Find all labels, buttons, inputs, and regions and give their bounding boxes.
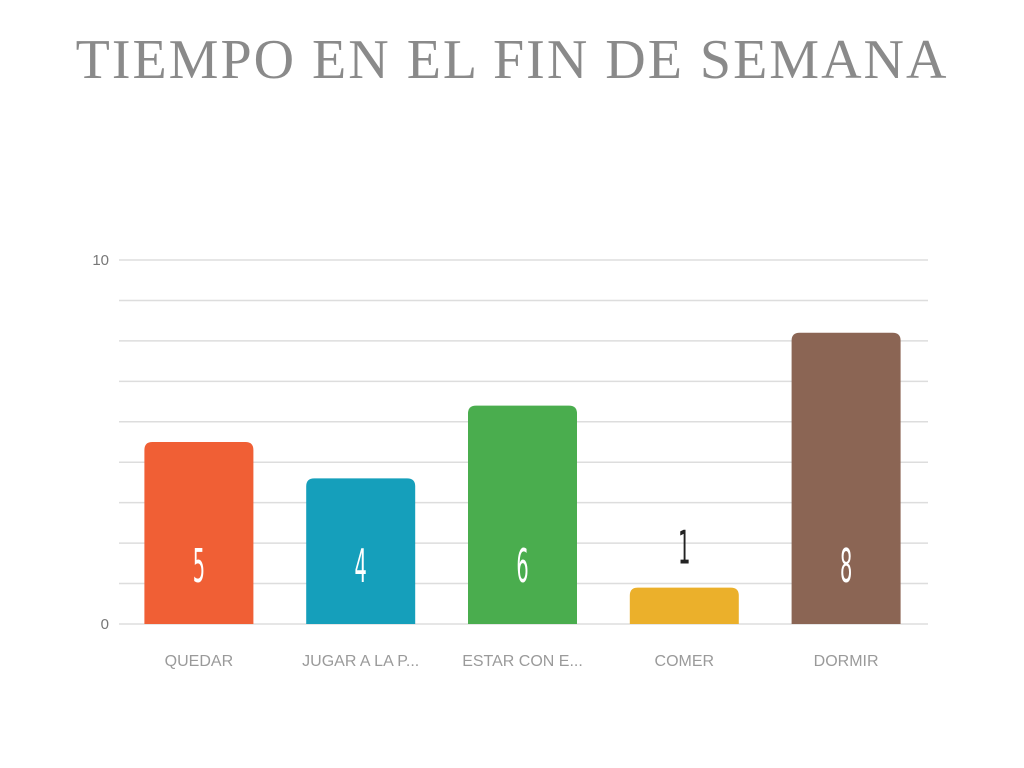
value-label: 4 xyxy=(355,540,367,593)
value-label: 6 xyxy=(516,540,528,593)
bar-1 xyxy=(144,442,254,624)
value-label: 5 xyxy=(193,540,205,593)
value-label: 8 xyxy=(840,540,852,593)
bar-5 xyxy=(791,332,901,624)
category-label: DORMIR xyxy=(814,653,879,670)
category-label: COMER xyxy=(655,653,715,670)
category-label: JUGAR A LA P... xyxy=(302,653,419,670)
bar-3 xyxy=(468,405,577,624)
category-label: QUEDAR xyxy=(165,653,233,670)
y-tick-label: 10 xyxy=(92,252,109,269)
y-tick-label: 0 xyxy=(101,616,109,633)
bar-2 xyxy=(306,478,416,624)
bar-4 xyxy=(629,587,739,624)
category-label: ESTAR CON E... xyxy=(462,653,583,670)
value-label: 1 xyxy=(678,522,690,575)
chart-title: TIEMPO EN EL FIN DE SEMANA xyxy=(75,29,949,91)
